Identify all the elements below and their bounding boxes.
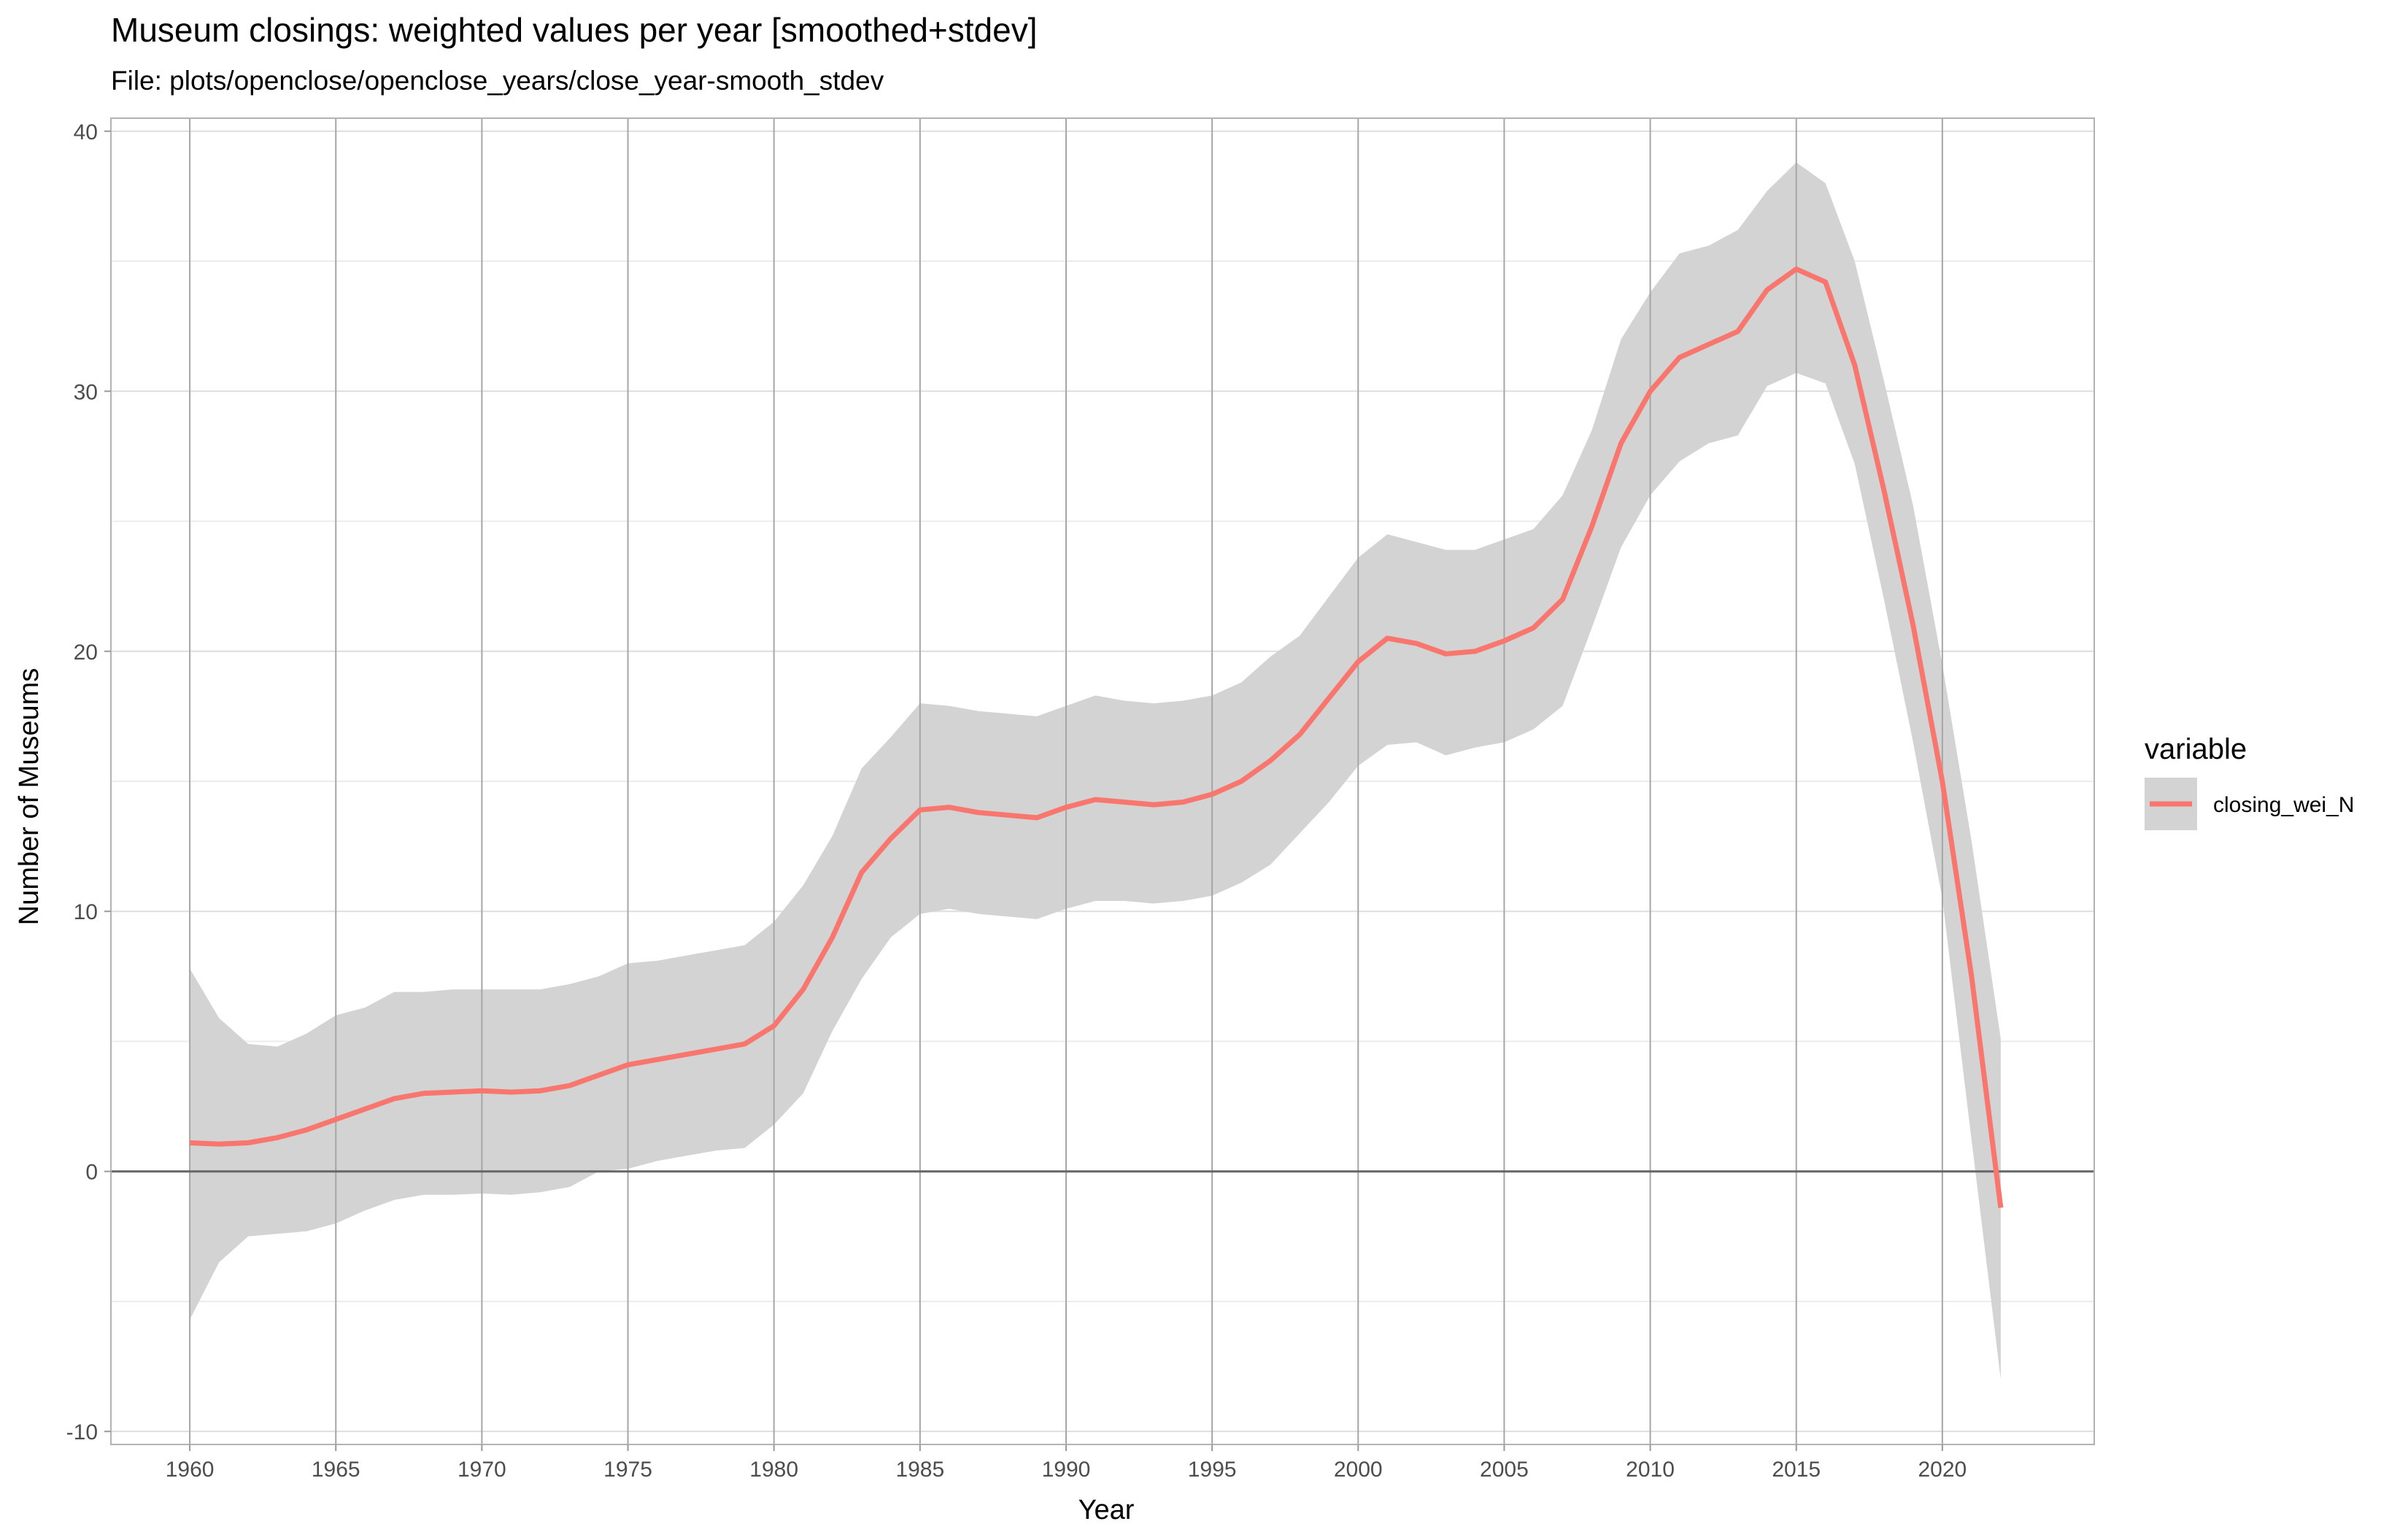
x-tick-label: 2020 (1918, 1458, 1967, 1482)
stdev-ribbon (190, 162, 2001, 1380)
x-tick-label: 1960 (166, 1458, 215, 1482)
x-tick-label: 1985 (895, 1458, 944, 1482)
y-tick-label: 20 (74, 641, 98, 665)
y-tick-label: 0 (85, 1161, 98, 1185)
x-axis-ticks: 1960 1965 1970 1975 1980 1985 1990 1995 2000 2005… (166, 1444, 1967, 1482)
major-x-gridlines (189, 118, 1943, 1444)
y-axis-ticks: -10 0 10 20 30 40 (66, 120, 111, 1444)
y-tick-label: 10 (74, 900, 98, 924)
y-tick-label: 40 (74, 120, 98, 144)
x-tick-label: 2000 (1334, 1458, 1383, 1482)
legend: variable closing_wei_N (2145, 733, 2354, 830)
plot-panel-border (110, 117, 2095, 1445)
legend-label: closing_wei_N (2213, 793, 2354, 817)
x-tick-label: 1990 (1042, 1458, 1091, 1482)
chart-subtitle: File: plots/openclose/openclose_years/cl… (111, 66, 884, 96)
x-tick-label: 2010 (1626, 1458, 1675, 1482)
chart-title: Museum closings: weighted values per yea… (111, 11, 1038, 49)
y-tick-label: 30 (74, 380, 98, 404)
x-tick-label: 1970 (458, 1458, 506, 1482)
x-tick-label: 2005 (1480, 1458, 1529, 1482)
ribbon-layer (190, 162, 2001, 1380)
legend-title: variable (2145, 733, 2247, 765)
line-layer (189, 266, 2004, 1209)
x-tick-label: 1980 (749, 1458, 798, 1482)
x-tick-label: 1975 (603, 1458, 652, 1482)
x-tick-label: 2015 (1772, 1458, 1821, 1482)
y-tick-label: -10 (66, 1420, 98, 1444)
x-tick-label: 1995 (1188, 1458, 1237, 1482)
x-tick-label: 1965 (312, 1458, 360, 1482)
series-line-closing-wei-n (189, 266, 2004, 1209)
x-axis-title: Year (1078, 1495, 1135, 1525)
y-axis-title: Number of Museums (14, 668, 45, 926)
